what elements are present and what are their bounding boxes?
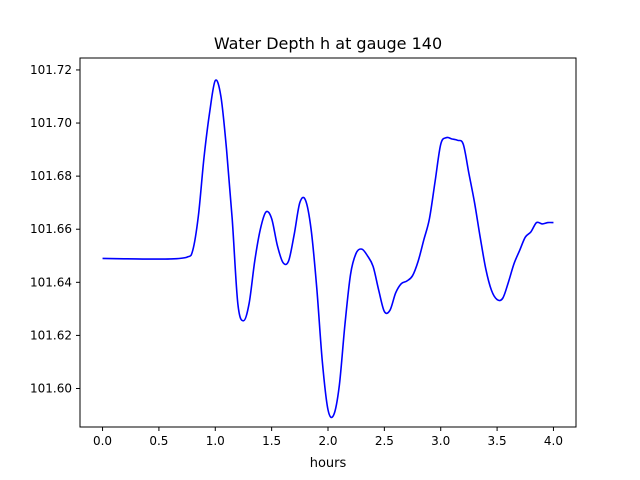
x-tick-label: 0.0 <box>93 434 112 448</box>
chart-title: Water Depth h at gauge 140 <box>214 34 442 53</box>
x-tick-label: 3.5 <box>488 434 507 448</box>
y-tick-label: 101.60 <box>30 382 72 396</box>
y-axis: 101.60 101.62 101.64 101.66 101.68 101.70 101.… <box>30 63 80 396</box>
x-tick-label: 3.0 <box>431 434 450 448</box>
x-tick-label: 4.0 <box>544 434 563 448</box>
x-tick-label: 1.5 <box>262 434 281 448</box>
y-tick-label: 101.68 <box>30 169 72 183</box>
x-tick-label: 0.5 <box>149 434 168 448</box>
x-tick-label: 2.0 <box>318 434 337 448</box>
plot-area <box>102 79 554 419</box>
x-tick-label: 2.5 <box>375 434 394 448</box>
series-line <box>102 79 554 419</box>
x-axis-label: hours <box>310 456 347 471</box>
axes-frame <box>79 57 577 428</box>
y-tick-label: 101.66 <box>30 222 72 236</box>
y-tick-label: 101.62 <box>30 328 72 342</box>
y-tick-label: 101.72 <box>30 63 72 77</box>
x-tick-label: 1.0 <box>206 434 225 448</box>
x-axis: 0.0 0.5 1.0 1.5 2.0 2.5 3.0 3.5 4.0 <box>93 427 563 448</box>
y-tick-label: 101.70 <box>30 116 72 130</box>
y-tick-label: 101.64 <box>30 275 72 289</box>
